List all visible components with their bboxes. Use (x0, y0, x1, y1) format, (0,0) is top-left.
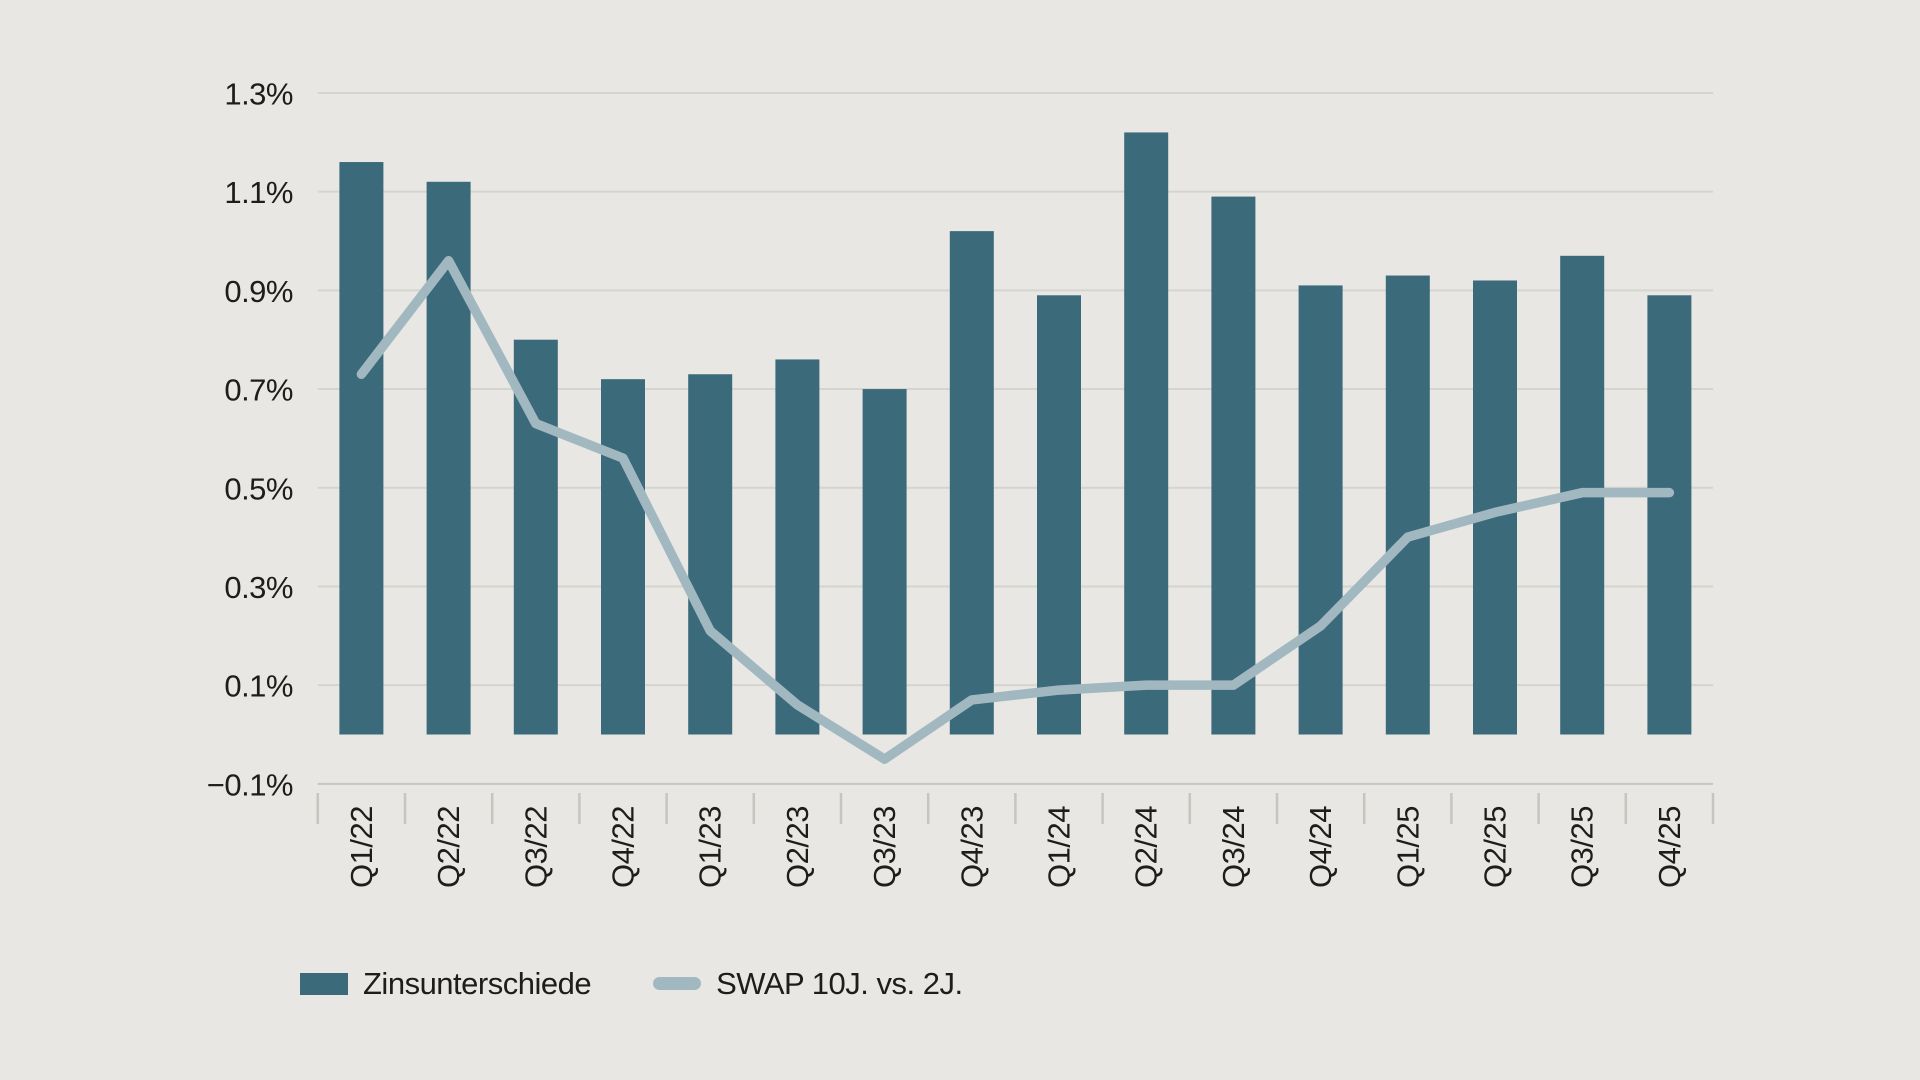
x-axis-label: Q1/22 (344, 806, 379, 888)
x-axis-label: Q2/25 (1478, 806, 1513, 888)
bar-Q4/22 (601, 379, 645, 735)
legend: Zinsunterschiede SWAP 10J. vs. 2J. (300, 968, 963, 999)
y-axis-label: 0.1% (224, 669, 293, 704)
bar-Q2/23 (775, 359, 820, 735)
bar-Q4/23 (949, 231, 994, 735)
legend-label-zinsunterschiede: Zinsunterschiede (363, 966, 592, 1001)
bar-Q2/24 (1124, 132, 1169, 735)
x-axis-label: Q2/22 (431, 806, 466, 888)
x-axis-label: Q4/23 (954, 806, 989, 888)
x-axis-label: Q3/25 (1565, 806, 1600, 888)
y-axis-label: 0.3% (224, 570, 293, 605)
x-axis-label: Q3/24 (1216, 806, 1251, 888)
x-axis-label: Q2/23 (780, 806, 815, 888)
legend-swatch-bar (300, 972, 348, 995)
y-axis-label: 0.7% (224, 373, 293, 408)
bar-Q3/24 (1211, 196, 1256, 735)
bar-Q4/25 (1647, 295, 1692, 735)
x-axis-label: Q4/25 (1652, 806, 1687, 888)
bar-Q1/22 (339, 162, 384, 735)
x-axis-label: Q3/22 (518, 806, 553, 888)
x-axis-label: Q2/24 (1129, 806, 1164, 888)
bar-Q3/23 (862, 389, 907, 735)
x-axis-label: Q4/24 (1303, 806, 1338, 888)
legend-label-swap: SWAP 10J. vs. 2J. (716, 966, 963, 1001)
legend-swatch-line (653, 977, 702, 990)
bar-Q1/25 (1385, 275, 1430, 735)
y-axis-label: 0.9% (224, 274, 293, 309)
legend-item-swap: SWAP 10J. vs. 2J. (653, 966, 963, 1001)
bar-Q1/23 (688, 374, 733, 735)
y-axis-label: −0.1% (207, 767, 293, 802)
legend-item-zinsunterschiede: Zinsunterschiede (300, 966, 592, 1001)
x-axis-label: Q1/25 (1390, 806, 1425, 888)
y-axis-label: 1.1% (224, 175, 293, 210)
x-axis-label: Q3/23 (867, 806, 902, 888)
swap-line (356, 255, 1675, 764)
bar-Q1/24 (1037, 295, 1081, 735)
x-axis-label: Q4/22 (606, 806, 641, 888)
x-axis-label: Q1/24 (1042, 806, 1077, 888)
y-axis-label: 1.3% (224, 76, 293, 111)
bar-Q4/24 (1298, 285, 1343, 735)
x-axis-label: Q1/23 (693, 806, 728, 888)
y-axis-label: 0.5% (224, 471, 293, 506)
